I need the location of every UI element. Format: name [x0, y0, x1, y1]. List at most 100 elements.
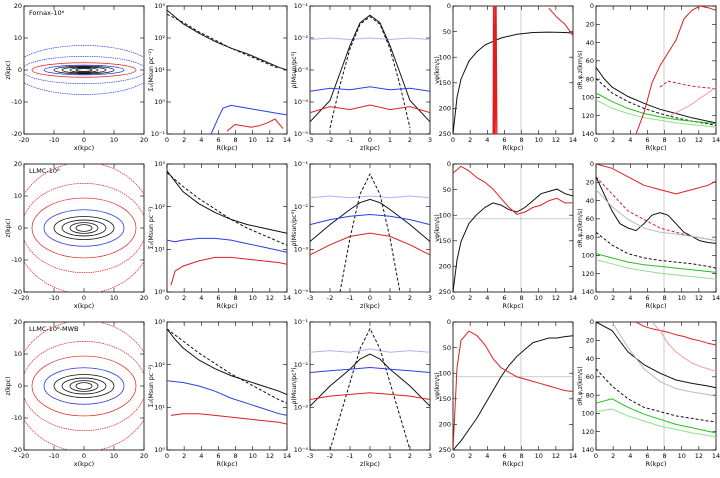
x-tick-label: 6: [502, 136, 506, 144]
x-tick-label: -10: [49, 294, 60, 302]
y-axis-label: σR,φ,z(km/s): [577, 366, 584, 405]
y-tick-label: 50: [443, 186, 451, 194]
panel-r1-c5: 0 2 4 6 8 10 12 14020406080100120140R(kpc)σR,φ,…: [577, 2, 720, 152]
y-axis-label: z(kpc): [5, 219, 12, 238]
x-tick-label: 20: [140, 452, 148, 460]
panel-r3-c5: 0 2 4 6 8 10 12 14020406080100120140R(kpc)σR,φ,…: [577, 318, 720, 468]
density-contour: [61, 377, 107, 395]
y-tick-label: 10⁻¹: [294, 318, 309, 326]
y-tick-label: 0: [18, 224, 22, 232]
x-tick-label: 8: [663, 136, 667, 144]
series-line-red: [170, 413, 287, 425]
x-tick-label: 6: [216, 452, 220, 460]
series-line-black-dashed: [167, 172, 287, 246]
y-tick-label: 20: [586, 336, 594, 344]
x-axis-label: R(kpc): [216, 144, 237, 152]
plot-frame: [452, 163, 574, 293]
series-line-black-dashed: [596, 368, 716, 423]
x-tick-label: 2: [468, 452, 472, 460]
panel-r1-c2: 0 2 4 6 8 10 12 14 10³ 10² 10¹ 10⁰ 10⁻¹ R(kpc) Σ₀(Msun…: [148, 2, 291, 152]
y-tick-label: 100: [439, 53, 451, 61]
x-tick-label: 2: [408, 294, 412, 302]
series-line-pink: [667, 86, 716, 118]
series-line-black: [167, 170, 287, 234]
x-tick-label: 8: [520, 452, 524, 460]
x-tick-label: -20: [19, 452, 30, 460]
y-tick-label: 10²: [154, 203, 165, 211]
x-tick-label: -2: [327, 136, 333, 144]
y-tick-label: 0: [590, 318, 594, 326]
y-tick-label: 50: [443, 344, 451, 352]
y-tick-label: 140: [582, 446, 594, 454]
y-tick-label: 10⁻²: [294, 34, 309, 42]
x-axis-label: R(kpc): [502, 460, 523, 468]
x-tick-label: 4: [485, 136, 489, 144]
series-line-red: [635, 6, 716, 134]
y-tick-label: 50: [443, 28, 451, 36]
x-tick-label: 14: [712, 452, 720, 460]
density-contour: [69, 67, 99, 73]
x-axis-label: R(kpc): [502, 302, 523, 310]
x-tick-label: 10: [678, 294, 686, 302]
series-line-gray: [611, 322, 716, 397]
x-tick-label: -3: [307, 294, 313, 302]
y-tick-label: -20: [11, 130, 22, 138]
y-tick-label: 100: [582, 252, 594, 260]
x-tick-label: 12: [266, 452, 274, 460]
panel-r3-c1: -20 -10 0 10 20 20 10 0 -10 -20 x(kpc) z(kpc) LLMC-1…: [5, 318, 148, 468]
plot-frame: [166, 163, 288, 293]
series-line-red: [310, 232, 430, 256]
x-tick-label: 3: [428, 294, 432, 302]
series-line-red: [226, 118, 284, 132]
y-tick-label: 0: [18, 382, 22, 390]
y-tick-label: 140: [582, 130, 594, 138]
x-tick-label: 6: [216, 136, 220, 144]
series-line-blue: [167, 380, 287, 416]
panel-r1-c4: 0 2 4 6 8 10 12 14 0 50 100 150 200 250 R(kpc) vφ(km/s): [434, 2, 577, 152]
y-tick-label: 250: [439, 288, 451, 296]
x-tick-label: 8: [520, 294, 524, 302]
x-axis-label: R(kpc): [216, 302, 237, 310]
y-tick-label: 0: [590, 160, 594, 168]
x-tick-label: 12: [695, 294, 703, 302]
y-tick-label: 0: [447, 318, 451, 326]
y-tick-label: 20: [586, 20, 594, 28]
y-tick-label: 200: [439, 263, 451, 271]
series-line-black: [453, 188, 573, 292]
y-tick-label: 10³: [154, 160, 165, 168]
panel-r2-c5: 0 2 4 6 8 10 12 14020406080100120140R(kpc)σR,φ,…: [577, 160, 720, 310]
plot-frame: [309, 5, 431, 135]
density-contour: [24, 56, 144, 84]
y-tick-label: 0: [590, 2, 594, 10]
series-line-black-dashed: [167, 328, 287, 404]
x-tick-label: 2: [611, 452, 615, 460]
panel-r1-c3: -3 -2 -1 0 1 2 3 10⁻¹ 10⁻² 10⁻³ 10⁻⁴ 10⁻⁵ z(kpc) ρ(Ms…: [291, 2, 432, 152]
x-tick-label: 8: [234, 136, 238, 144]
y-tick-label: 150: [439, 237, 451, 245]
y-tick-label: -10: [11, 98, 22, 106]
x-tick-label: 8: [234, 452, 238, 460]
x-axis-label: R(kpc): [645, 144, 666, 152]
series-line-black: [596, 176, 716, 244]
series-line-black-dashed: [596, 78, 716, 126]
x-axis-label: R(kpc): [216, 460, 237, 468]
series-line-red-dashed: [659, 80, 716, 90]
x-tick-label: -1: [347, 136, 353, 144]
y-tick-label: 10²: [154, 34, 165, 42]
y-axis-label: ρ(Msun/pc³): [291, 367, 298, 404]
y-tick-label: 10⁻³: [294, 66, 309, 74]
y-tick-label: 20: [586, 178, 594, 186]
series-line-red: [310, 104, 430, 114]
panel-r1-c1: -20 -10 0 10 20 20 10 0 -10 -20 x(kpc) z(kpc) Fornax…: [5, 2, 148, 152]
x-tick-label: 4: [485, 294, 489, 302]
panel-r3-c4: 0 2 4 6 8 10 12 14 0 50 100 150 200 250 R(kpc) vφ(km/s): [434, 318, 577, 468]
y-tick-label: 80: [586, 75, 594, 83]
x-tick-label: 0: [82, 136, 86, 144]
x-tick-label: 0: [451, 294, 455, 302]
y-tick-label: 200: [439, 421, 451, 429]
x-tick-label: 20: [140, 294, 148, 302]
series-line-black: [167, 328, 287, 396]
density-contour: [43, 209, 125, 247]
x-tick-label: 14: [569, 452, 577, 460]
y-tick-label: 20: [14, 318, 22, 326]
